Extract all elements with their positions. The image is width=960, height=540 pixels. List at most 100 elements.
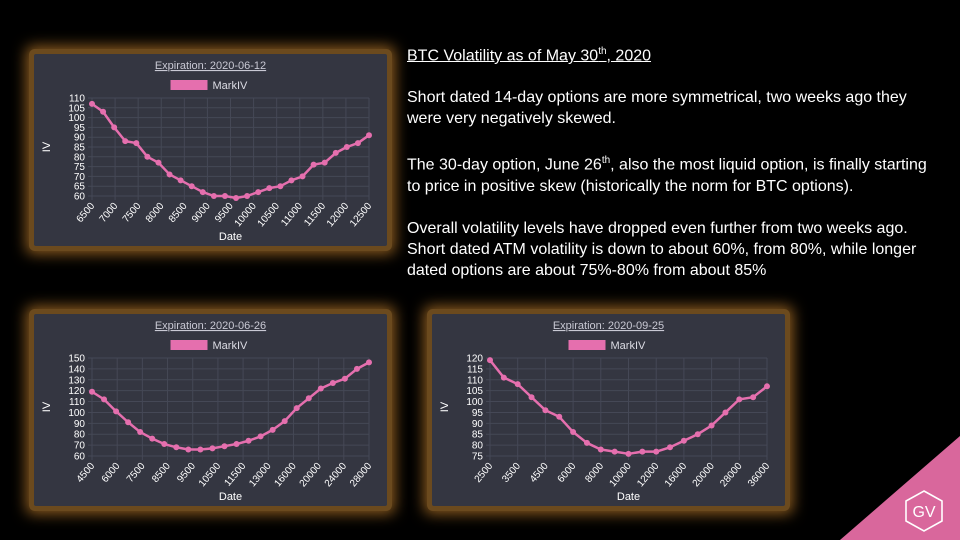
y-tick-label: 65 bbox=[74, 182, 86, 193]
data-point bbox=[155, 159, 162, 166]
data-point bbox=[111, 124, 118, 131]
y-tick-label: 90 bbox=[74, 419, 86, 430]
series-line bbox=[91, 361, 370, 451]
data-point bbox=[639, 448, 646, 455]
y-tick-label: 90 bbox=[472, 419, 484, 430]
x-tick-label: 6000 bbox=[556, 461, 579, 485]
data-point bbox=[542, 407, 549, 414]
data-point bbox=[166, 171, 173, 178]
y-tick-label: 70 bbox=[74, 172, 86, 183]
x-tick-label: 20000 bbox=[298, 461, 325, 490]
chart-panel-1: Expiration: 2020-06-12 MarkIV 60 65 70 75 80 85… bbox=[34, 54, 387, 246]
x-tick-label: 20000 bbox=[691, 461, 718, 490]
chart-title: Expiration: 2020-06-12 bbox=[155, 60, 266, 72]
x-tick-label: 9000 bbox=[190, 201, 213, 225]
data-point bbox=[514, 381, 521, 388]
data-point bbox=[329, 380, 336, 387]
y-tick-label: 110 bbox=[69, 397, 85, 408]
data-point bbox=[233, 441, 240, 448]
data-point bbox=[293, 405, 300, 412]
chart-legend: MarkIV bbox=[170, 80, 249, 92]
data-point bbox=[597, 446, 604, 453]
data-point bbox=[310, 161, 317, 168]
data-point bbox=[332, 149, 339, 156]
chart-title: Expiration: 2020-09-25 bbox=[553, 320, 664, 332]
y-axis-label: IV bbox=[41, 401, 53, 412]
commentary: BTC Volatility as of May 30th, 2020 Shor… bbox=[407, 41, 927, 302]
legend-label: MarkIV bbox=[213, 80, 249, 92]
chart-panel-3: Expiration: 2020-09-25 MarkIV 75 80 85 90 95 10… bbox=[432, 314, 785, 506]
data-point bbox=[736, 396, 743, 403]
y-tick-label: 115 bbox=[467, 364, 483, 375]
heading-suffix: , 2020 bbox=[606, 47, 652, 65]
data-point bbox=[288, 177, 295, 184]
data-point bbox=[528, 394, 535, 401]
data-point bbox=[570, 429, 577, 436]
y-tick-label: 100 bbox=[68, 408, 85, 419]
x-tick-label: 36000 bbox=[746, 461, 773, 490]
data-point bbox=[305, 395, 312, 402]
x-tick-label: 12500 bbox=[348, 201, 375, 230]
data-point bbox=[173, 444, 180, 451]
x-tick-label: 6500 bbox=[75, 201, 98, 225]
data-point bbox=[113, 408, 120, 415]
x-tick-label: 3500 bbox=[500, 461, 523, 485]
x-tick-label: 8500 bbox=[150, 461, 173, 485]
x-tick-label: 9500 bbox=[175, 461, 198, 485]
data-point bbox=[266, 185, 273, 192]
data-point bbox=[125, 419, 132, 426]
y-axis-label: IV bbox=[41, 141, 53, 152]
y-tick-label: 95 bbox=[472, 408, 484, 419]
data-point bbox=[133, 140, 140, 147]
gv-logo: GV bbox=[840, 436, 960, 540]
x-tick-label: 28000 bbox=[348, 461, 375, 490]
y-tick-label: 100 bbox=[68, 113, 85, 124]
data-point bbox=[245, 437, 252, 444]
commentary-heading: BTC Volatility as of May 30th, 2020 bbox=[407, 41, 927, 66]
data-point bbox=[277, 183, 284, 190]
data-point bbox=[89, 388, 95, 395]
data-point bbox=[353, 365, 360, 372]
data-point bbox=[221, 193, 228, 199]
data-point bbox=[625, 450, 632, 457]
y-tick-label: 80 bbox=[472, 441, 484, 452]
y-tick-label: 105 bbox=[466, 386, 483, 397]
x-tick-label: 10000 bbox=[233, 201, 260, 230]
data-point bbox=[244, 193, 251, 199]
x-tick-label: 4500 bbox=[75, 461, 98, 485]
legend-label: MarkIV bbox=[213, 340, 249, 352]
x-axis-label: Date bbox=[617, 491, 640, 503]
chart-3: Expiration: 2020-09-25MarkIV758085909510… bbox=[439, 320, 773, 503]
y-tick-label: 150 bbox=[68, 354, 85, 365]
logo-triangle bbox=[840, 436, 960, 540]
x-tick-label: 6000 bbox=[100, 461, 123, 485]
data-point bbox=[188, 183, 195, 190]
y-tick-label: 140 bbox=[68, 364, 85, 375]
data-point bbox=[177, 177, 184, 184]
y-tick-label: 100 bbox=[466, 397, 483, 408]
data-point bbox=[149, 435, 156, 442]
chart-legend: MarkIV bbox=[568, 340, 647, 352]
chart-panel-2: Expiration: 2020-06-26 MarkIV 60 70 80 90 100 1… bbox=[34, 314, 387, 506]
legend-label: MarkIV bbox=[611, 340, 647, 352]
data-point bbox=[354, 140, 361, 147]
y-tick-label: 120 bbox=[68, 386, 85, 397]
x-tick-label: 28000 bbox=[718, 461, 745, 490]
y-tick-label: 90 bbox=[74, 133, 86, 144]
y-tick-label: 105 bbox=[68, 103, 85, 114]
data-point bbox=[694, 431, 701, 438]
heading-sup: th bbox=[598, 46, 607, 57]
x-tick-label: 2500 bbox=[473, 461, 496, 485]
y-tick-label: 80 bbox=[74, 430, 86, 441]
data-point bbox=[487, 357, 493, 364]
data-point bbox=[199, 189, 206, 196]
heading-text: BTC Volatility as of May 30 bbox=[407, 47, 599, 65]
data-point bbox=[611, 448, 618, 455]
x-tick-label: 12000 bbox=[635, 461, 662, 490]
data-point bbox=[233, 194, 240, 201]
y-tick-label: 75 bbox=[472, 452, 484, 463]
legend-swatch bbox=[170, 80, 208, 90]
x-tick-label: 11500 bbox=[223, 461, 249, 489]
y-tick-label: 130 bbox=[68, 375, 85, 386]
y-tick-label: 120 bbox=[466, 354, 483, 365]
